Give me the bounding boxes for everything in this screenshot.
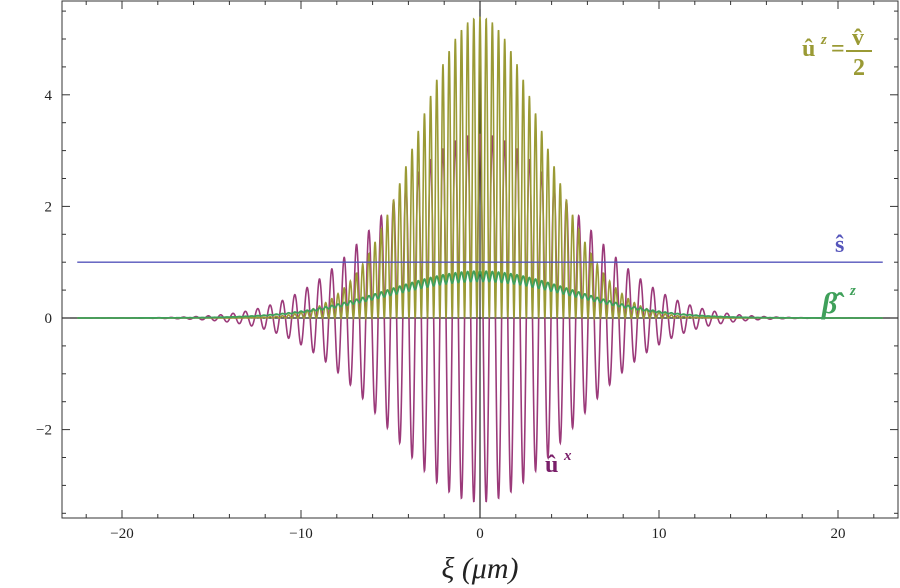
series-label-beta: β̂ z: [821, 283, 856, 320]
y-tick-label: −2: [36, 423, 52, 439]
uz-label-eq: =: [831, 36, 845, 62]
beta-label-base: β̂: [821, 287, 844, 320]
x-tick-label: 20: [831, 526, 846, 542]
ux-label-sup: x: [563, 448, 572, 464]
beta-label-sup: z: [849, 283, 856, 299]
x-tick-label: 10: [652, 526, 667, 542]
ux-label-base: û: [545, 452, 558, 478]
x-tick-label: 0: [476, 526, 484, 542]
x-axis-label: ξ (μm): [441, 552, 518, 585]
x-tick-label: −20: [110, 526, 133, 542]
y-tick-label: 4: [45, 88, 53, 104]
y-tick-label: 0: [45, 311, 53, 327]
x-tick-label: −10: [289, 526, 312, 542]
series-beta-line: [77, 270, 883, 319]
uz-label-den: 2: [853, 55, 865, 81]
uz-label-sup: z: [820, 32, 827, 48]
series-layer: [77, 16, 883, 503]
series-label-uz: û z = v̂ 2: [802, 25, 872, 81]
series-label-ux: û x: [545, 448, 572, 478]
y-tick-label: 2: [45, 199, 53, 215]
axes: [62, 1, 898, 518]
uz-label-base: û: [802, 36, 815, 62]
s-label-base: ŝ: [835, 232, 844, 258]
series-label-s: ŝ: [835, 232, 844, 258]
uz-label-num: v̂: [852, 25, 864, 51]
